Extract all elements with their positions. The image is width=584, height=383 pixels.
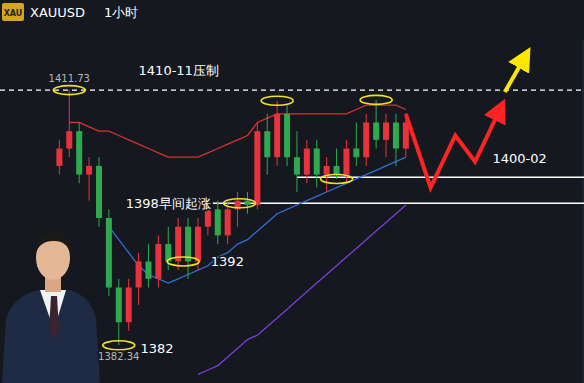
chart-subtitle: 1小时 [104,5,138,20]
candle-body [136,261,142,287]
candle-wick [89,157,90,200]
candle-body [383,122,389,139]
symbol-icon-text: XAU [4,9,23,18]
high-price-label: 1411.73 [49,73,90,84]
candle-body [393,122,399,148]
candle-body [56,149,62,166]
suit [2,290,100,383]
value-axis-line [583,40,584,383]
candle-body [145,261,151,278]
candle-body [324,166,330,175]
level-line [0,89,584,90]
candle-body [155,244,161,279]
projection-arrow [406,110,500,188]
chart-title: XAUUSD [30,5,85,20]
candle-body [96,166,102,218]
candle-body [66,131,72,148]
projection-arrow [505,57,525,92]
highlight-ellipse [360,95,392,104]
candle-body [314,149,320,175]
candle-body [334,166,340,175]
highlight-ellipse [53,86,85,95]
candle-body [274,114,280,157]
symbol-icon [2,3,24,21]
candle-body [215,209,221,235]
candle-body [126,287,132,322]
highlight-ellipse [103,341,135,350]
level-line [297,176,584,178]
candle-wick [356,122,357,165]
candle-body [76,131,82,174]
highlight-ellipse [321,174,353,183]
background [0,0,584,383]
candle-body [116,287,122,322]
candle-body [353,149,359,158]
highlight-ellipse [261,96,293,105]
candle-body [284,114,290,157]
candle-body [244,201,250,205]
low-price-label: 1382.34 [98,351,139,362]
price-mark-label: 1382 [141,341,174,356]
annotation: 1400-02 [492,151,546,166]
price-mark-label: 1392 [211,254,244,269]
candle-body [195,227,201,262]
candle-body [373,122,379,139]
candle-body [363,122,369,157]
hair [35,232,71,254]
level-line [213,202,584,204]
indicator-line [69,105,406,157]
highlight-ellipse [167,257,199,266]
annotation: 1398早间起涨 [126,196,211,211]
candle-body [264,131,270,157]
chart: XAU XAUUSD 1小时 1410-11压制 1398早间起涨 1400-02 1392… [0,0,584,383]
presenter-figure [2,232,100,383]
highlight-ellipse [224,199,256,208]
candle-body [86,166,92,175]
candle-body [254,131,260,205]
candle-body [294,157,300,174]
candle-body [106,218,112,287]
indicator-line [198,205,406,374]
candle-body [343,149,349,175]
candle-body [225,209,231,235]
candle-body [304,149,310,175]
tie [49,296,59,338]
candle-body [205,209,211,226]
annotation: 1410-11压制 [139,63,219,78]
